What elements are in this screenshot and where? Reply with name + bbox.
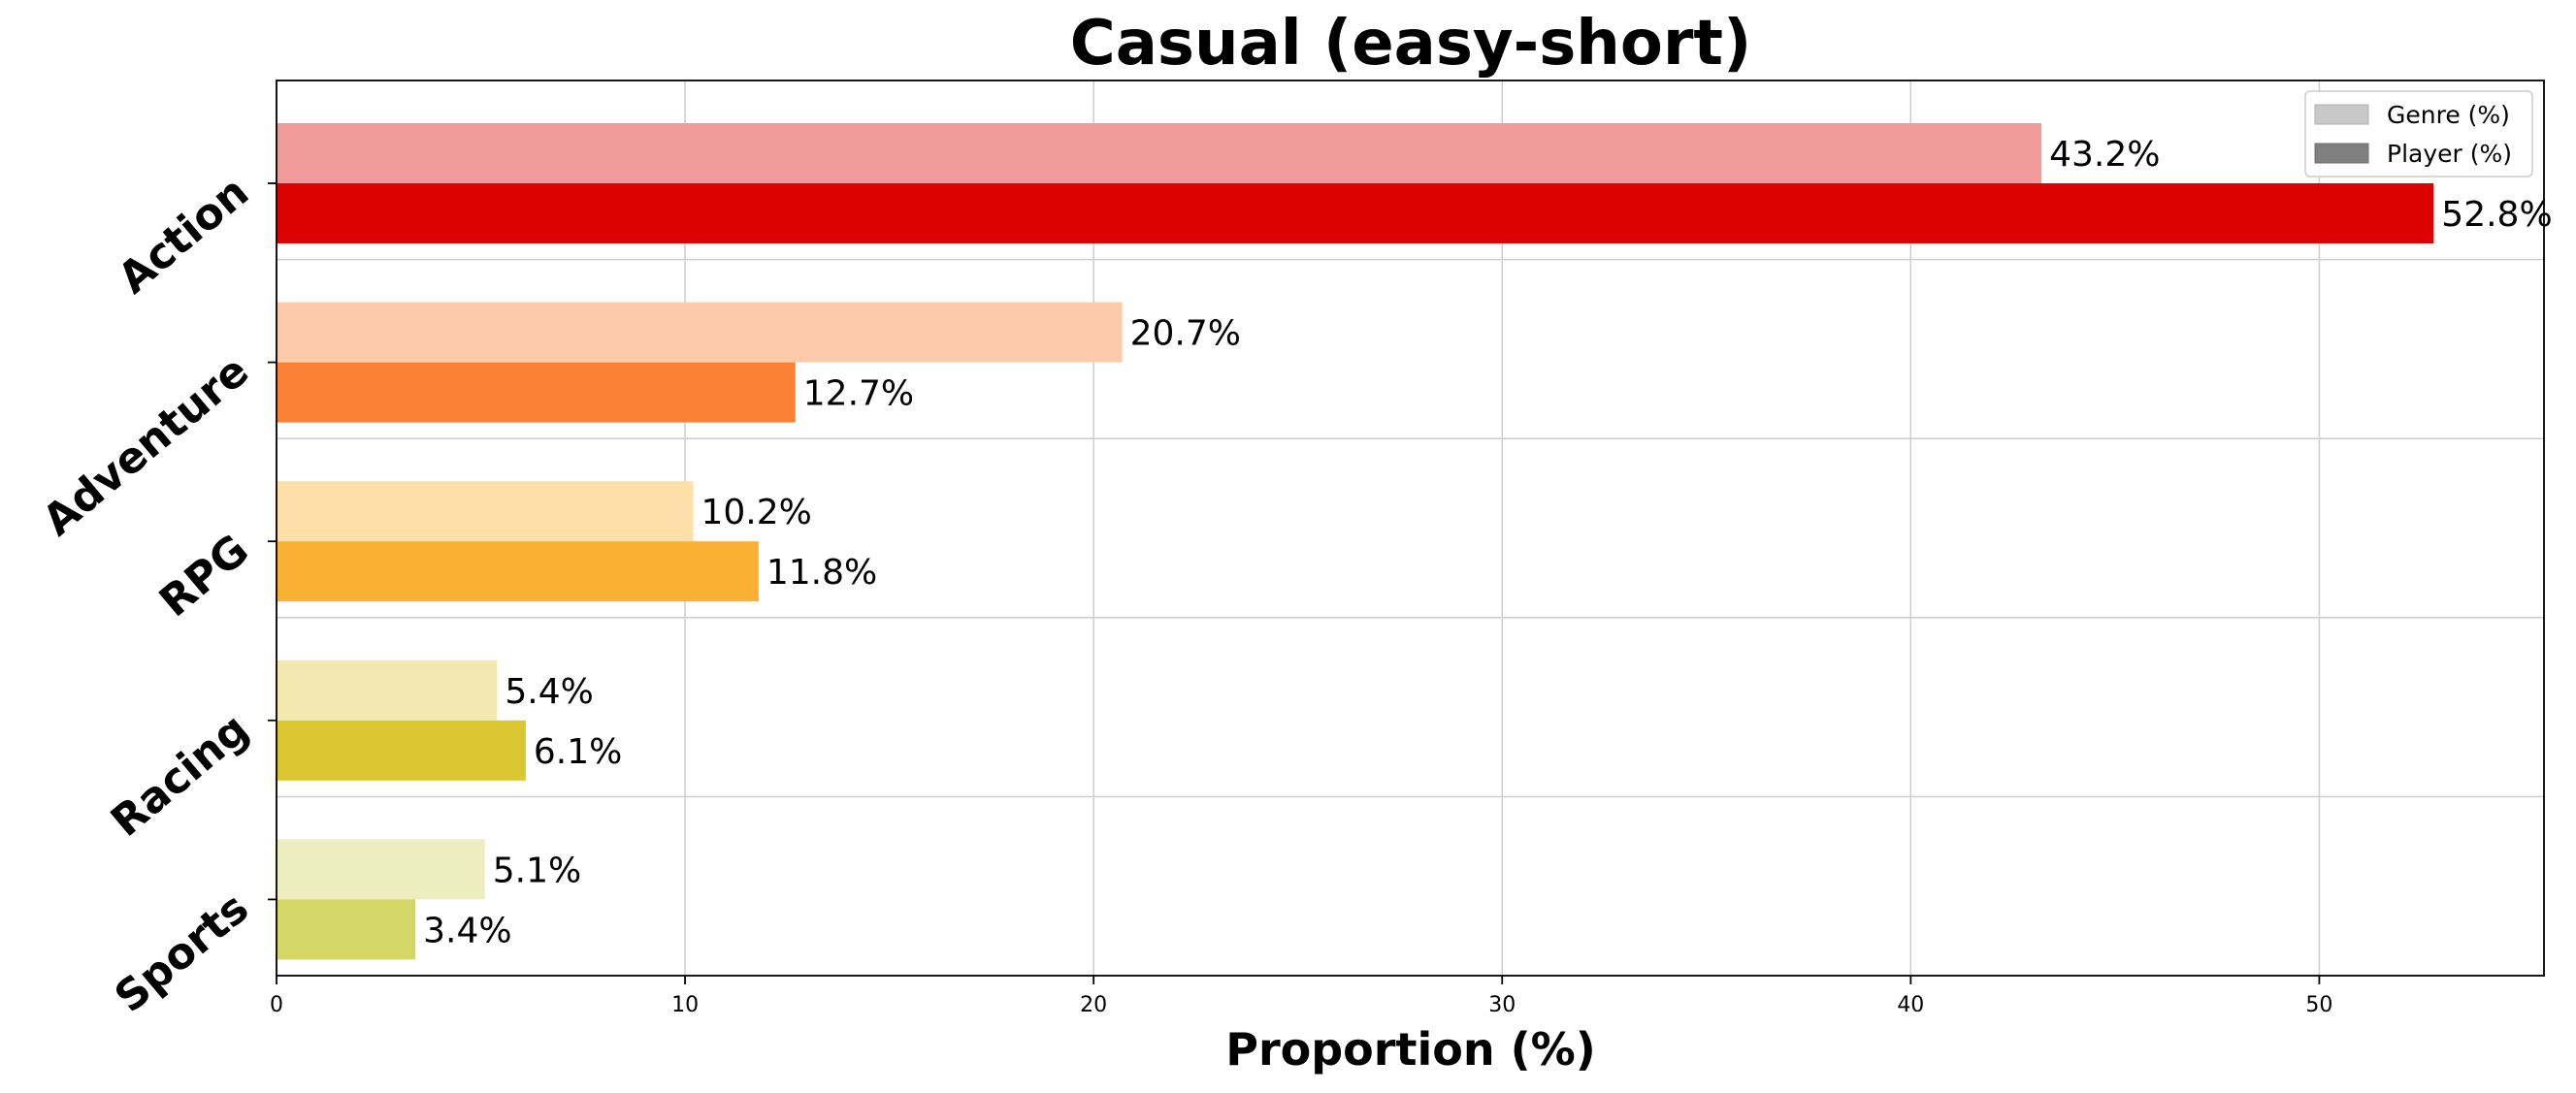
data-label: 20.7%	[1130, 314, 1241, 354]
x-axis: 0 10 20 30 40 50	[270, 976, 2332, 1017]
bar-racing-genre	[277, 659, 498, 721]
y-tick-label-action: Action	[109, 167, 258, 304]
bar-action-player	[277, 183, 2434, 243]
legend-swatch-player	[2314, 143, 2369, 164]
bar-adventure-player	[277, 362, 796, 423]
data-label: 52.8%	[2441, 195, 2552, 235]
data-labels: 43.2% 52.8% 20.7% 12.7% 10.2% 11.8% 5.4% 6.1% 5.…	[423, 135, 2553, 950]
x-tick-label: 0	[270, 993, 283, 1017]
data-label: 10.2%	[701, 493, 812, 532]
data-label: 6.1%	[534, 732, 622, 772]
legend-swatch-genre	[2314, 104, 2369, 125]
data-label: 43.2%	[2049, 135, 2160, 175]
bar-rpg-genre	[277, 481, 694, 542]
bar-adventure-genre	[277, 302, 1123, 363]
bar-rpg-player	[277, 541, 759, 602]
data-label: 5.4%	[505, 672, 593, 712]
x-tick-label: 40	[1897, 993, 1924, 1017]
data-label: 3.4%	[423, 911, 511, 950]
x-tick-label: 10	[671, 993, 699, 1017]
bar-sports-genre	[277, 839, 485, 900]
chart-title: Casual (easy-short)	[1070, 8, 1751, 80]
x-tick-label: 50	[2305, 993, 2332, 1017]
bar-action-genre	[277, 123, 2042, 183]
bar-sports-player	[277, 899, 416, 960]
x-axis-label: Proportion (%)	[1225, 1023, 1595, 1076]
legend: Genre (%) Player (%)	[2304, 90, 2533, 177]
bars	[277, 123, 2434, 960]
legend-label-player: Player (%)	[2387, 140, 2512, 168]
legend-label-genre: Genre (%)	[2387, 101, 2510, 129]
data-label: 12.7%	[803, 374, 914, 414]
y-tick-label-rpg: RPG	[150, 526, 258, 627]
plot-frame	[276, 80, 2545, 977]
bar-racing-player	[277, 720, 526, 781]
y-tick-label-adventure: Adventure	[34, 346, 258, 546]
x-tick-label: 20	[1080, 993, 1107, 1017]
y-tick-label-sports: Sports	[106, 884, 258, 1022]
x-tick-label: 30	[1488, 993, 1516, 1017]
data-label: 11.8%	[766, 553, 877, 593]
y-tick-label-racing: Racing	[102, 704, 258, 847]
data-label: 5.1%	[493, 851, 581, 890]
